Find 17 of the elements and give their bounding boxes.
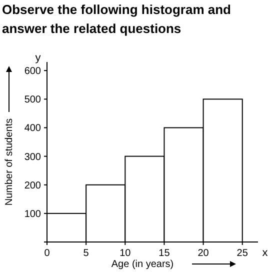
x-tick-label: 10 [120, 248, 132, 259]
y-tick-label: 300 [24, 152, 42, 163]
chart-title: Observe the following histogram and answer the related questions [2, 2, 232, 36]
x-tick-label: 25 [236, 248, 248, 259]
y-tick-label: 400 [24, 123, 42, 134]
x-tick-label: 5 [83, 248, 90, 259]
y-tick-label: 500 [24, 94, 42, 106]
y-tick-label: 200 [24, 180, 42, 192]
x-tick-label: 0 [44, 248, 50, 259]
y-axis-title: Number of students [4, 118, 15, 206]
x-tick-label: 20 [198, 248, 210, 259]
y-tick-label: 600 [24, 66, 42, 78]
x-axis-title: Age (in years) [111, 259, 174, 270]
text: x [262, 247, 268, 259]
x-tick-label: 15 [158, 248, 170, 259]
text: y [35, 52, 42, 64]
y-tick-label: 100 [24, 208, 42, 220]
